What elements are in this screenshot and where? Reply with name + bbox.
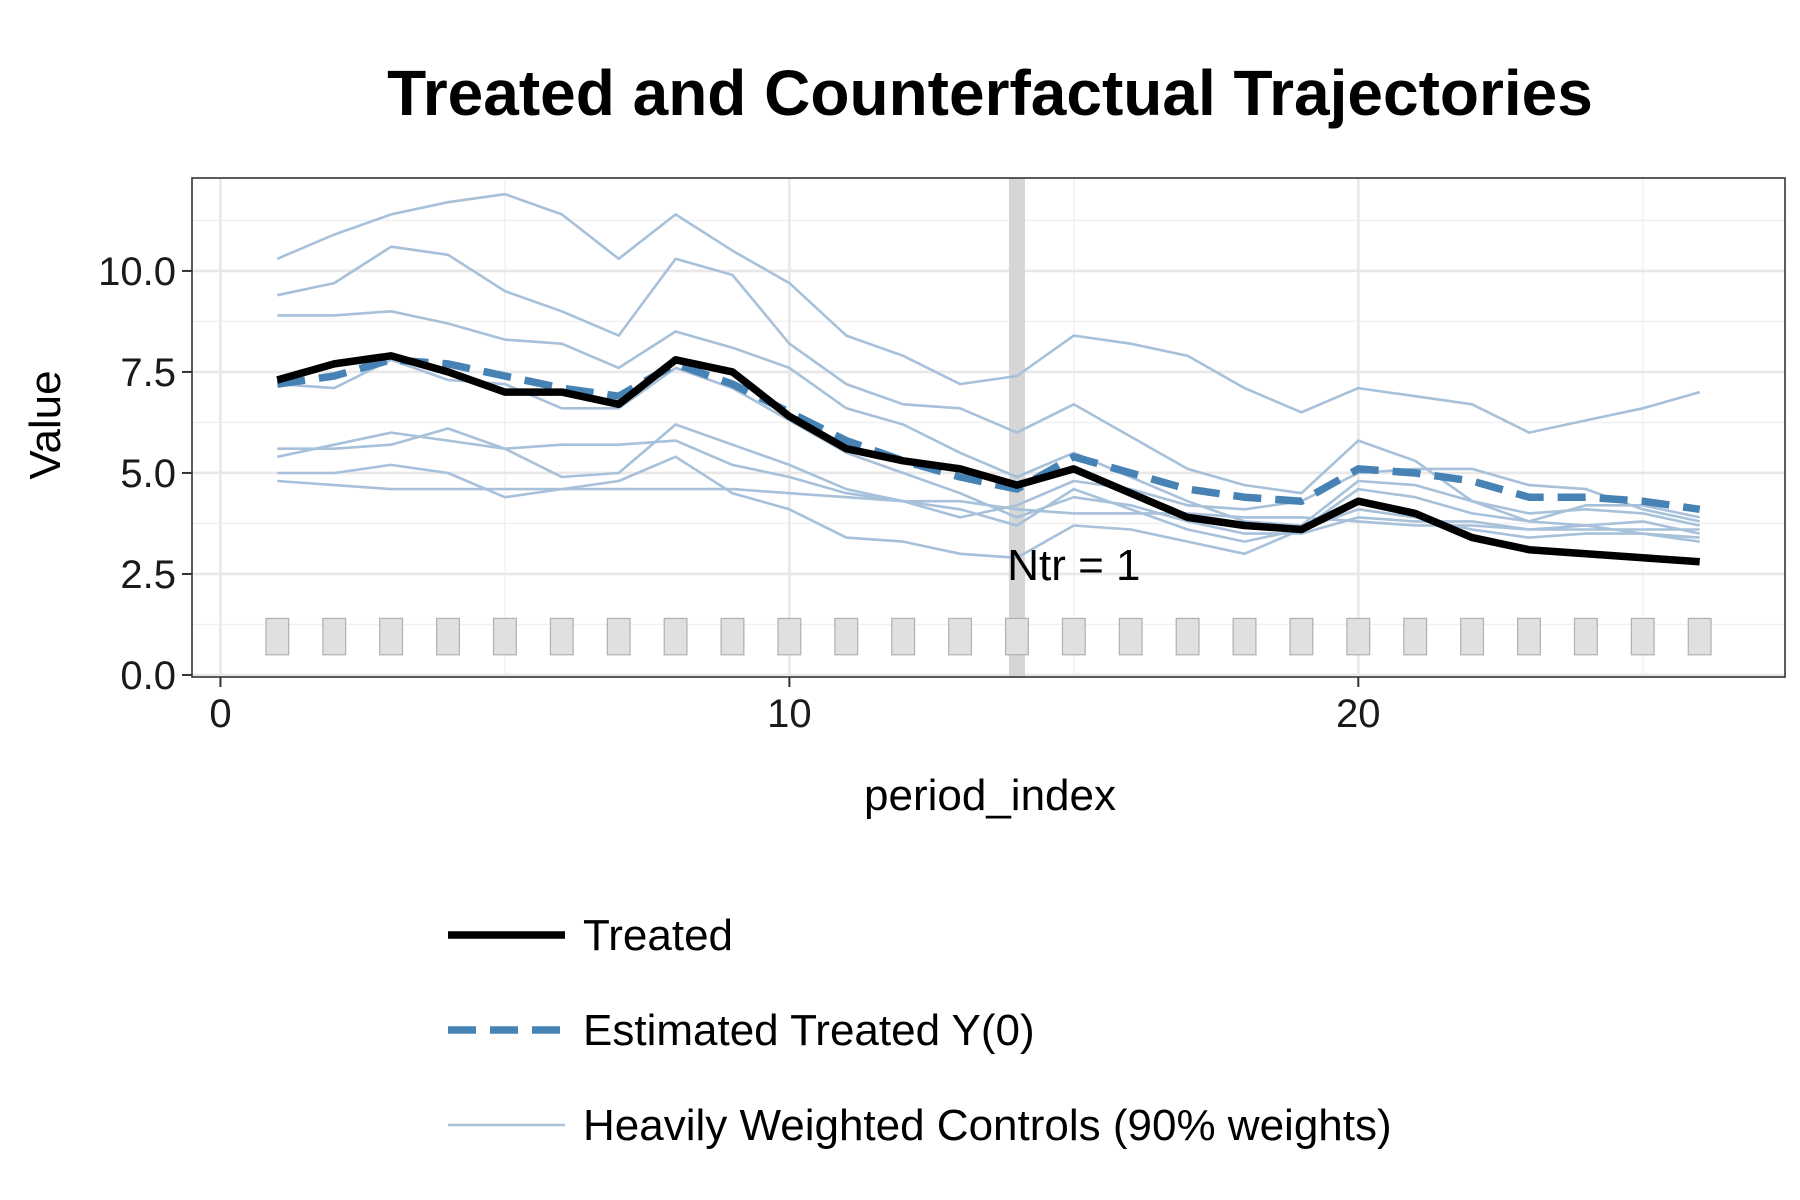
- control-series-line: [277, 431, 1700, 523]
- count-bar: [1004, 617, 1029, 656]
- x-tick-label: 20: [1336, 692, 1381, 736]
- count-bar: [1061, 617, 1086, 656]
- treatment-band: [1008, 178, 1025, 677]
- plot-panel-border: [191, 177, 1786, 678]
- control-series-line: [276, 192, 1701, 434]
- y-tick-label: 2.5: [120, 553, 176, 597]
- count-bar: [606, 617, 631, 656]
- control-series-line: [277, 423, 1700, 543]
- count-bar: [265, 617, 290, 656]
- y-axis-title: Value: [21, 370, 70, 479]
- count-bar: [834, 617, 859, 656]
- count-bar: [1687, 617, 1712, 656]
- x-axis: 0 10 20: [209, 677, 1381, 736]
- legend-label: Treated: [583, 911, 733, 960]
- control-series-line: [277, 245, 1700, 535]
- count-bar: [1630, 617, 1655, 656]
- count-bar: [1175, 617, 1200, 656]
- count-bar: [1460, 617, 1485, 656]
- count-bar: [720, 617, 745, 656]
- main-series-group: [276, 352, 1701, 566]
- ntr-annotation: Ntr = 1: [1007, 541, 1140, 590]
- chart-title: Treated and Counterfactual Trajectories: [387, 57, 1593, 129]
- count-bar: [1346, 617, 1371, 656]
- x-axis-title: period_index: [864, 771, 1116, 820]
- count-bar: [1118, 617, 1143, 656]
- control-series-line: [277, 455, 1700, 560]
- count-bar: [492, 617, 517, 656]
- count-bar: [549, 617, 574, 656]
- y-axis: 0.0 2.5 5.0 7.5 10.0: [98, 250, 192, 698]
- y-tick-label: 0.0: [120, 654, 176, 698]
- y-tick-label: 10.0: [98, 250, 176, 294]
- count-bar: [1517, 617, 1541, 656]
- count-bar: [1573, 617, 1598, 656]
- legend-label: Estimated Treated Y(0): [583, 1006, 1035, 1055]
- y-tick-label: 5.0: [120, 452, 176, 496]
- treated-series-line: [276, 352, 1700, 566]
- count-bar: [379, 617, 404, 656]
- count-bar: [1289, 617, 1314, 656]
- control-series-group: [276, 192, 1701, 560]
- count-bar: [663, 617, 688, 656]
- y-tick-label: 7.5: [120, 351, 176, 395]
- treatment-start-band: [1008, 178, 1025, 677]
- count-bars: [265, 617, 1712, 656]
- count-bar: [436, 617, 460, 656]
- legend-label: Heavily Weighted Controls (90% weights): [583, 1101, 1392, 1150]
- count-bar: [322, 617, 347, 656]
- x-tick-label: 10: [767, 692, 812, 736]
- control-series-line: [277, 479, 1700, 531]
- legend: Treated Estimated Treated Y(0) Heavily Wei…: [448, 911, 1392, 1150]
- count-bar: [777, 617, 802, 656]
- count-bar: [948, 617, 973, 656]
- count-bar: [891, 617, 916, 656]
- count-bar: [1403, 617, 1428, 656]
- x-tick-label: 0: [209, 692, 231, 736]
- control-series-line: [277, 309, 1700, 527]
- count-bar: [1232, 617, 1257, 656]
